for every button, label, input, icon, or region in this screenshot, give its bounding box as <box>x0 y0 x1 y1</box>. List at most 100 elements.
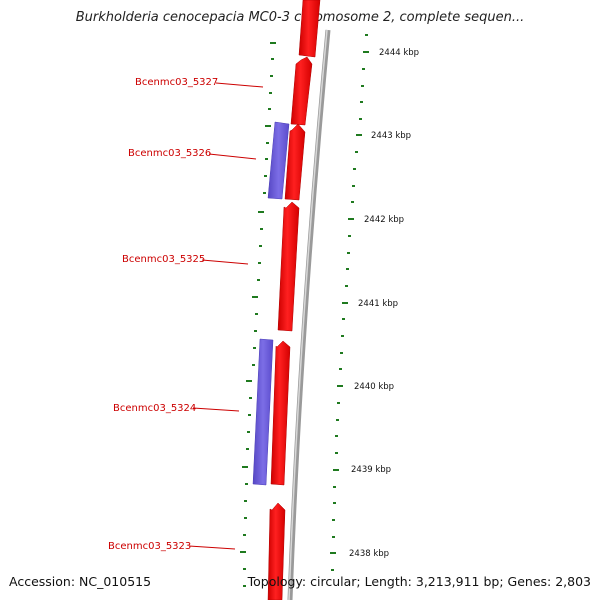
tick-mark <box>258 262 261 264</box>
gene-feature-forward[interactable] <box>298 0 321 58</box>
kbp-labels: 2444 kbp 2443 kbp 2442 kbp 2441 kbp 2440… <box>349 48 419 559</box>
gene-labels: Bcenmc03_5327 Bcenmc03_5326 Bcenmc03_532… <box>108 77 218 552</box>
tick-mark <box>265 125 271 127</box>
tick-mark <box>246 448 249 450</box>
tick-mark <box>246 380 252 382</box>
tick-mark <box>345 285 348 287</box>
tick-mark <box>264 175 267 177</box>
gene-label-bcenmc03-5326[interactable]: Bcenmc03_5326 <box>128 148 211 159</box>
tick-mark <box>243 585 246 587</box>
tick-mark <box>365 34 368 36</box>
tick-mark <box>271 58 274 60</box>
tick-mark <box>263 192 266 194</box>
tick-mark <box>355 151 358 153</box>
tick-mark <box>257 279 260 281</box>
tick-mark <box>252 296 258 298</box>
tick-mark <box>340 352 343 354</box>
tick-mark <box>333 502 336 504</box>
kbp-label: 2438 kbp <box>349 549 389 559</box>
tick-mark <box>335 435 338 437</box>
accession-text: Accession: NC_010515 <box>9 574 152 589</box>
gene-feature-forward[interactable] <box>290 56 313 126</box>
tick-mark <box>362 68 365 70</box>
gene-label-bcenmc03-5324[interactable]: Bcenmc03_5324 <box>113 403 196 414</box>
tick-mark <box>342 302 348 304</box>
tick-mark <box>333 486 336 488</box>
tick-mark <box>359 118 362 120</box>
gene-feature-forward[interactable] <box>270 340 291 486</box>
gene-feature-forward[interactable] <box>267 502 286 600</box>
outer-ticks <box>330 34 369 571</box>
leader-line <box>208 153 257 160</box>
leader-lines <box>188 82 264 550</box>
forward-strand-genes <box>267 0 321 600</box>
tick-mark <box>353 168 356 170</box>
tick-mark <box>337 402 340 404</box>
kbp-label: 2440 kbp <box>354 382 394 392</box>
tick-mark <box>265 158 268 160</box>
tick-mark <box>252 364 255 366</box>
tick-mark <box>352 185 355 187</box>
tick-mark <box>269 92 272 94</box>
leader-line <box>192 407 240 412</box>
tick-mark <box>244 517 247 519</box>
tick-mark <box>270 75 273 77</box>
tick-mark <box>335 452 338 454</box>
tick-mark <box>255 313 258 315</box>
sequence-backbone-highlight <box>288 29 328 600</box>
gene-label-bcenmc03-5327[interactable]: Bcenmc03_5327 <box>135 77 218 88</box>
gene-feature-reverse[interactable] <box>252 338 274 486</box>
tick-mark <box>337 385 343 387</box>
tick-mark <box>333 469 339 471</box>
tick-mark <box>339 368 342 370</box>
tick-mark <box>341 335 344 337</box>
map-title: Burkholderia cenocepacia MC0-3 chromosom… <box>75 10 525 25</box>
tick-mark <box>247 431 250 433</box>
leader-line <box>188 545 236 550</box>
gene-feature-reverse[interactable] <box>267 121 290 200</box>
tick-mark <box>342 318 345 320</box>
tick-mark <box>243 534 246 536</box>
tick-mark <box>248 414 251 416</box>
kbp-label: 2439 kbp <box>351 465 391 475</box>
sequence-backbone <box>287 29 331 600</box>
tick-mark <box>331 569 334 571</box>
tick-mark <box>336 419 339 421</box>
tick-mark <box>330 552 336 554</box>
tick-mark <box>253 347 256 349</box>
topology-text: Topology: circular; Length: 3,213,911 bp… <box>247 574 591 589</box>
tick-mark <box>266 142 269 144</box>
tick-mark <box>356 134 362 136</box>
tick-mark <box>363 51 369 53</box>
tick-mark <box>258 211 264 213</box>
kbp-label: 2444 kbp <box>379 48 419 58</box>
tick-mark <box>360 101 363 103</box>
tick-mark <box>348 218 354 220</box>
gene-feature-forward[interactable] <box>284 123 306 201</box>
gene-label-bcenmc03-5325[interactable]: Bcenmc03_5325 <box>122 254 205 265</box>
tick-mark <box>249 397 252 399</box>
tick-mark <box>245 483 248 485</box>
kbp-label: 2441 kbp <box>358 299 398 309</box>
tick-mark <box>332 536 335 538</box>
tick-mark <box>351 201 354 203</box>
reverse-strand-genes <box>252 121 290 486</box>
tick-mark <box>244 500 247 502</box>
tick-mark <box>243 568 246 570</box>
kbp-label: 2443 kbp <box>371 131 411 141</box>
tick-mark <box>260 228 263 230</box>
gene-label-bcenmc03-5323[interactable]: Bcenmc03_5323 <box>108 541 191 552</box>
tick-mark <box>270 42 276 44</box>
leader-line <box>215 82 264 88</box>
kbp-label: 2442 kbp <box>364 215 404 225</box>
inner-ticks <box>240 42 276 587</box>
tick-mark <box>240 551 246 553</box>
tick-mark <box>332 519 335 521</box>
gene-feature-forward[interactable] <box>277 201 300 332</box>
tick-mark <box>268 108 271 110</box>
tick-mark <box>242 466 248 468</box>
tick-mark <box>361 85 364 87</box>
tick-mark <box>348 235 351 237</box>
